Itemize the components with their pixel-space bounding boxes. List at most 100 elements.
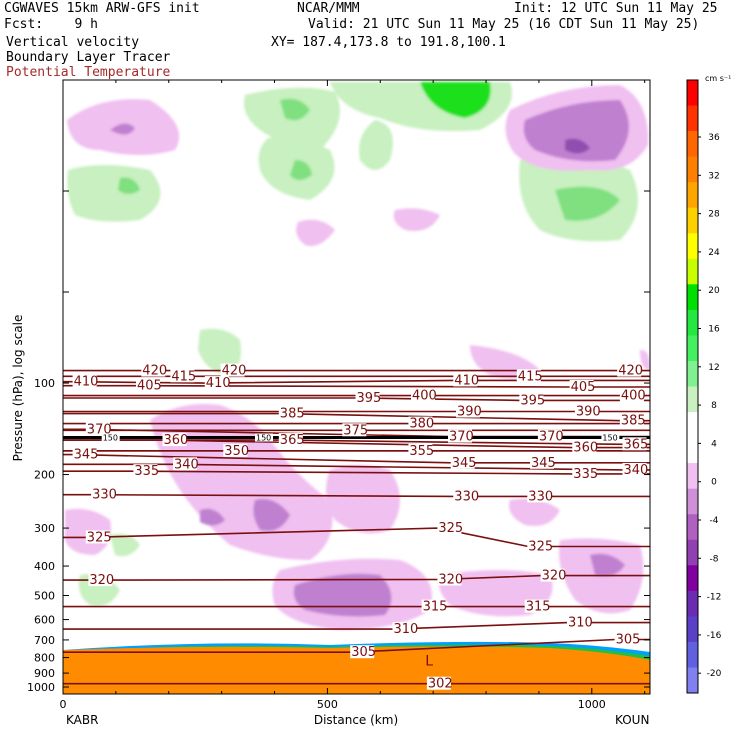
colorbar-label-3: 24 xyxy=(708,248,720,258)
theta-label-22: 370 xyxy=(539,430,564,445)
theta-label-2: 420 xyxy=(618,364,643,379)
x-axis-label: Distance (km) xyxy=(314,713,398,727)
tropopause-label-bg-2 xyxy=(601,433,620,442)
theta-label-36: 330 xyxy=(92,488,117,503)
colorbar-label-11: -8 xyxy=(710,554,719,564)
w-region-17 xyxy=(565,138,590,154)
w-region-21 xyxy=(150,404,333,560)
theta-label-bg-15 xyxy=(574,404,599,418)
theta-label-32: 340 xyxy=(174,457,199,472)
w-region-12 xyxy=(296,219,335,246)
theta-label-34: 335 xyxy=(134,464,159,479)
colorbar-swatch-10 xyxy=(687,335,698,362)
theta-label-bg-9 xyxy=(569,380,594,393)
theta-label-bg-27 xyxy=(408,443,433,457)
y-tick-label-1000: 1000 xyxy=(27,681,55,694)
theta-label-9: 405 xyxy=(571,380,596,395)
theta-label-bg-38 xyxy=(527,489,552,503)
theta-label-bg-14 xyxy=(456,404,480,418)
colorbar-label-2: 28 xyxy=(708,210,720,220)
theta-label-bg-22 xyxy=(537,429,562,443)
colorbar-label-1: 32 xyxy=(708,171,719,181)
colorbar-swatch-13 xyxy=(687,412,698,438)
theta-label-bg-12 xyxy=(355,391,380,404)
theta-label-5: 410 xyxy=(206,376,231,391)
theta-label-23: 365 xyxy=(280,433,305,448)
colorbar-swatch-0 xyxy=(687,80,698,106)
theta-contour-labels: 420 420 420 415 415 410 410 410 405 405 400 400 395 3… xyxy=(72,363,649,692)
theta-label-bg-21 xyxy=(448,429,472,443)
theta-label-bg-46 xyxy=(524,599,549,613)
right-endpoint-label: KOUN xyxy=(615,713,649,727)
tropopause-label-1: 150 xyxy=(256,434,271,443)
theta-label-49: 305 xyxy=(616,633,641,648)
w-region-32 xyxy=(590,553,625,577)
colorbar-frame xyxy=(686,79,699,694)
theta-label-bg-37 xyxy=(453,489,478,503)
pressure-markers: L xyxy=(425,654,433,670)
theta-label-47: 310 xyxy=(394,622,419,637)
colorbar-label-14: -20 xyxy=(707,669,722,679)
theta-label-51: 302 xyxy=(428,677,453,692)
theta-label-16: 385 xyxy=(280,407,305,422)
colorbar-swatch-21 xyxy=(687,616,698,643)
y-tick-label-800: 800 xyxy=(34,652,55,665)
colorbar-swatch-19 xyxy=(687,565,698,592)
theta-label-bg-31 xyxy=(530,455,554,469)
w-region-5 xyxy=(420,82,491,118)
theta-label-7: 410 xyxy=(74,375,99,390)
y-tick-label-200: 200 xyxy=(34,469,55,482)
theta-label-43: 320 xyxy=(438,573,463,588)
colorbar-label-7: 8 xyxy=(711,401,717,411)
theta-label-25: 360 xyxy=(164,433,189,448)
colorbar-label-8: 4 xyxy=(711,439,717,449)
theta-label-bg-49 xyxy=(614,632,639,646)
colorbar-label-4: 20 xyxy=(708,286,720,296)
w-region-33 xyxy=(509,498,560,526)
theta-label-4: 415 xyxy=(518,369,543,384)
theta-label-10: 400 xyxy=(412,389,437,404)
theta-label-19: 375 xyxy=(343,423,368,438)
theta-label-18: 380 xyxy=(409,417,434,432)
colorbar-swatch-6 xyxy=(687,233,698,260)
theta-label-bg-48 xyxy=(567,615,591,629)
theta-label-bg-35 xyxy=(572,466,597,480)
theta-label-bg-25 xyxy=(162,433,187,447)
boundary-layer-fill xyxy=(63,641,650,694)
colorbar-swatch-1 xyxy=(687,105,698,132)
field-vertical-velocity: Vertical velocity xyxy=(6,35,140,50)
theta-label-38: 330 xyxy=(528,489,553,504)
colorbar-swatch-3 xyxy=(687,156,698,183)
theta-label-1: 420 xyxy=(222,364,247,379)
w-region-22 xyxy=(326,465,400,534)
theta-label-bg-13 xyxy=(519,393,544,407)
theta-label-bg-24 xyxy=(622,437,647,451)
theta-label-27: 355 xyxy=(409,444,434,459)
theta-label-bg-45 xyxy=(421,599,446,613)
theta-label-14: 390 xyxy=(457,405,482,420)
theta-label-45: 315 xyxy=(423,600,448,615)
theta-label-bg-34 xyxy=(133,464,158,478)
w-region-20 xyxy=(640,349,650,370)
y-tick-label-500: 500 xyxy=(34,590,55,603)
colorbar-swatch-20 xyxy=(687,590,698,617)
colorbar-swatch-15 xyxy=(687,463,698,489)
theta-label-bg-42 xyxy=(88,573,113,587)
theta-label-33: 340 xyxy=(624,463,649,478)
colorbar-swatch-16 xyxy=(687,488,698,515)
theta-label-11: 400 xyxy=(621,389,646,404)
theta-label-bg-7 xyxy=(72,374,97,388)
w-region-10 xyxy=(118,177,140,194)
colorbar-label-13: -16 xyxy=(707,631,722,641)
theta-label-bg-11 xyxy=(619,388,644,402)
theta-label-bg-5 xyxy=(204,376,229,390)
model-title: CGWAVES 15km ARW-GFS init xyxy=(4,1,200,16)
theta-label-24: 365 xyxy=(624,437,649,452)
init-time: Init: 12 UTC Sun 11 May 25 xyxy=(514,1,718,16)
w-region-8 xyxy=(290,160,312,180)
tropopause-label-2: 150 xyxy=(602,434,617,443)
theta-label-bg-41 xyxy=(85,530,110,544)
colorbar-swatch-11 xyxy=(687,361,698,387)
